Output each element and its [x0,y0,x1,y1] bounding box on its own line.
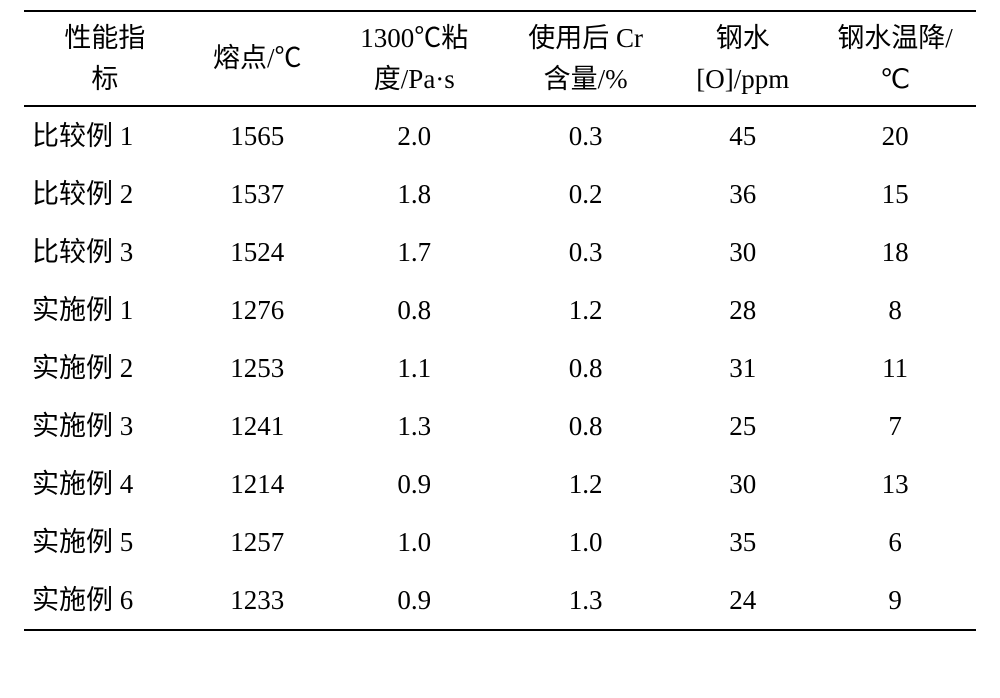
cell: 实施例 1 [24,281,186,339]
table-row: 实施例 2 1253 1.1 0.8 31 11 [24,339,976,397]
cell: 1537 [186,165,329,223]
table-row: 比较例 3 1524 1.7 0.3 30 18 [24,223,976,281]
col-header-4-line2: [O]/ppm [671,59,814,100]
col-header-5-line2: ℃ [814,59,976,100]
cell: 15 [814,165,976,223]
cell: 0.9 [329,455,500,513]
cell: 1214 [186,455,329,513]
cell: 1253 [186,339,329,397]
table-row: 实施例 1 1276 0.8 1.2 28 8 [24,281,976,339]
cell: 实施例 3 [24,397,186,455]
cell: 1565 [186,106,329,165]
cell: 20 [814,106,976,165]
col-header-1-line1: 熔点/℃ [186,38,329,79]
cell: 0.3 [500,223,671,281]
cell: 实施例 4 [24,455,186,513]
cell: 7 [814,397,976,455]
cell: 实施例 5 [24,513,186,571]
col-header-3-line2: 含量/% [500,59,671,100]
cell: 0.8 [500,397,671,455]
cell: 1.2 [500,281,671,339]
table-row: 实施例 3 1241 1.3 0.8 25 7 [24,397,976,455]
table-row: 实施例 6 1233 0.9 1.3 24 9 [24,571,976,630]
col-header-2-line2: 度/Pa·s [329,59,500,100]
cell: 31 [671,339,814,397]
col-header-4-line1: 钢水 [671,18,814,59]
cell: 0.3 [500,106,671,165]
cell: 28 [671,281,814,339]
cell: 1.1 [329,339,500,397]
table-row: 比较例 2 1537 1.8 0.2 36 15 [24,165,976,223]
table-body: 比较例 1 1565 2.0 0.3 45 20 比较例 2 1537 1.8 … [24,106,976,630]
cell: 35 [671,513,814,571]
col-header-1: 熔点/℃ [186,11,329,106]
col-header-3: 使用后 Cr 含量/% [500,11,671,106]
cell: 1.8 [329,165,500,223]
col-header-4: 钢水 [O]/ppm [671,11,814,106]
properties-table: 性能指 标 熔点/℃ 1300℃粘 度/Pa·s 使用后 Cr 含量/% 钢水 [24,10,976,631]
col-header-0-line2: 标 [24,59,186,100]
table-row: 实施例 4 1214 0.9 1.2 30 13 [24,455,976,513]
cell: 实施例 6 [24,571,186,630]
cell: 30 [671,223,814,281]
cell: 比较例 2 [24,165,186,223]
cell: 1257 [186,513,329,571]
cell: 18 [814,223,976,281]
cell: 24 [671,571,814,630]
cell: 0.8 [500,339,671,397]
cell: 1276 [186,281,329,339]
col-header-5: 钢水温降/ ℃ [814,11,976,106]
cell: 8 [814,281,976,339]
cell: 1.0 [500,513,671,571]
cell: 实施例 2 [24,339,186,397]
col-header-5-line1: 钢水温降/ [814,18,976,59]
cell: 25 [671,397,814,455]
table-header-row: 性能指 标 熔点/℃ 1300℃粘 度/Pa·s 使用后 Cr 含量/% 钢水 [24,11,976,106]
cell: 0.9 [329,571,500,630]
cell: 1.0 [329,513,500,571]
cell: 6 [814,513,976,571]
cell: 1.7 [329,223,500,281]
cell: 比较例 1 [24,106,186,165]
cell: 比较例 3 [24,223,186,281]
col-header-2-line1: 1300℃粘 [329,18,500,59]
cell: 13 [814,455,976,513]
cell: 36 [671,165,814,223]
col-header-0: 性能指 标 [24,11,186,106]
cell: 1233 [186,571,329,630]
cell: 11 [814,339,976,397]
cell: 1524 [186,223,329,281]
cell: 1.2 [500,455,671,513]
cell: 2.0 [329,106,500,165]
table-row: 实施例 5 1257 1.0 1.0 35 6 [24,513,976,571]
cell: 0.2 [500,165,671,223]
col-header-0-line1: 性能指 [24,18,186,59]
col-header-2: 1300℃粘 度/Pa·s [329,11,500,106]
cell: 45 [671,106,814,165]
cell: 9 [814,571,976,630]
cell: 1241 [186,397,329,455]
cell: 0.8 [329,281,500,339]
cell: 1.3 [500,571,671,630]
cell: 30 [671,455,814,513]
table-row: 比较例 1 1565 2.0 0.3 45 20 [24,106,976,165]
cell: 1.3 [329,397,500,455]
col-header-3-line1: 使用后 Cr [500,18,671,59]
